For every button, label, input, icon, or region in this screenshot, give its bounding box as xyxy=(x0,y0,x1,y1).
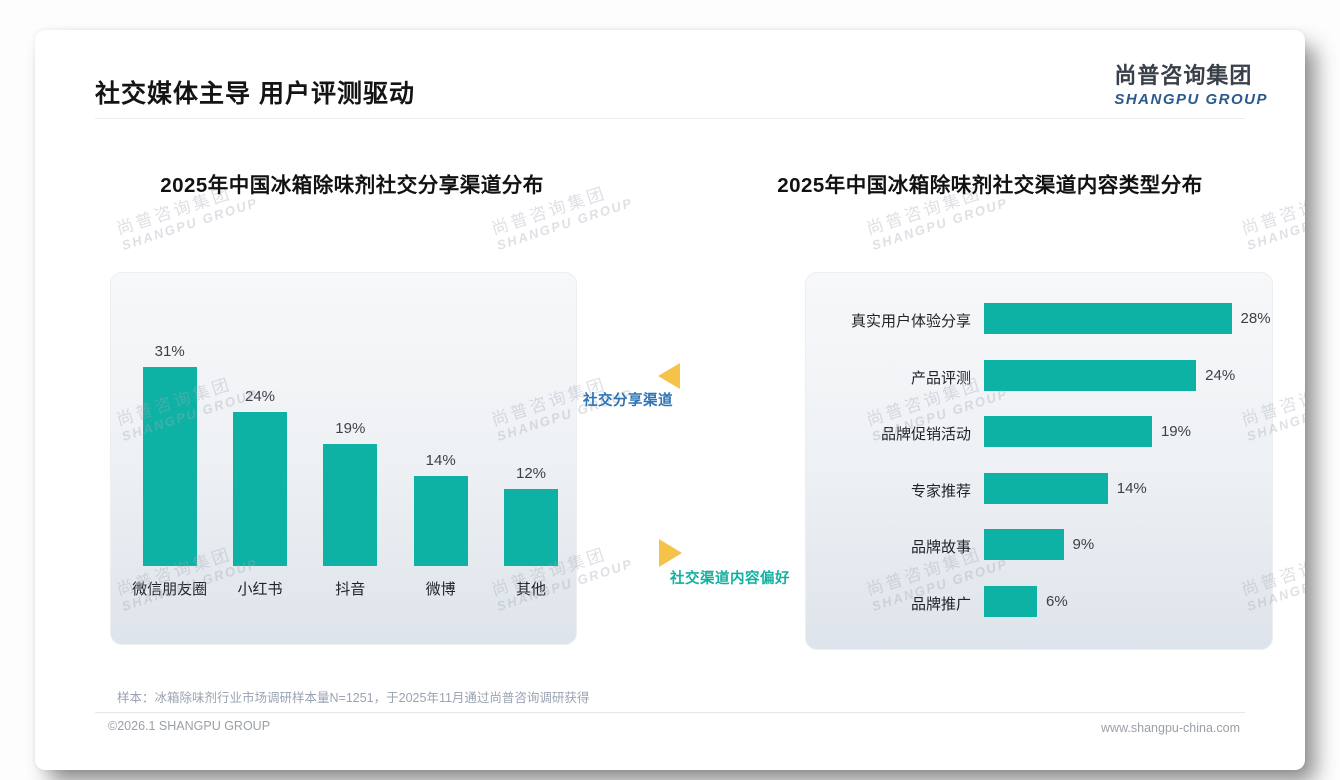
bar-category-label: 微信朋友圈 xyxy=(132,581,208,598)
content-preference-label: 社交渠道内容偏好 xyxy=(670,571,790,587)
arrow-right-icon xyxy=(659,539,682,567)
company-logo: 尚普咨询集团 SHANGPU GROUP xyxy=(1114,58,1268,108)
bar-value-label: 24% xyxy=(244,387,276,405)
bar-微博 xyxy=(413,476,468,566)
bar-抖音 xyxy=(323,444,378,566)
bar-value-label: 6% xyxy=(1046,592,1068,610)
logo-chinese-text: 尚普咨询集团 xyxy=(1114,63,1253,88)
row-label: 品牌故事 xyxy=(910,539,971,556)
right-chart-title: 2025年中国冰箱除味剂社交渠道内容类型分布 xyxy=(777,174,1203,197)
left-chart-title: 2025年中国冰箱除味剂社交分享渠道分布 xyxy=(160,174,544,197)
vertical-bar-chart: 31% 微信朋友圈 24% 小红书 19% 抖音 14% 微博 12% 其他 xyxy=(111,273,576,644)
horizontal-bar-chart: 真实用户体验分享 28% 产品评测 24% 品牌促销活动 19% 专家推荐 14% 品牌故事 9%… xyxy=(806,273,1272,649)
header-divider xyxy=(95,118,1245,119)
logo-english-text: SHANGPU GROUP xyxy=(1114,91,1268,108)
copyright-text: ©2026.1 SHANGPU GROUP xyxy=(108,719,271,733)
bar-value-label: 12% xyxy=(515,464,547,482)
arrow-left-icon xyxy=(658,363,680,389)
bar-其他 xyxy=(504,488,558,566)
row-label: 品牌促销活动 xyxy=(880,426,971,443)
bar-品牌促销活动 xyxy=(984,416,1152,447)
page-title: 社交媒体主导 用户评测驱动 xyxy=(95,80,415,108)
bar-产品评测 xyxy=(984,359,1197,391)
bar-category-label: 小红书 xyxy=(237,581,283,598)
bar-小红书 xyxy=(233,411,287,566)
share-channel-label: 社交分享渠道 xyxy=(583,393,673,409)
footer-divider xyxy=(95,712,1245,713)
bar-value-label: 9% xyxy=(1072,536,1095,553)
right-chart-card: 真实用户体验分享 28% 产品评测 24% 品牌促销活动 19% 专家推荐 14% 品牌故事 9%… xyxy=(805,272,1273,650)
sample-note: 样本：冰箱除味剂行业市场调研样本量N=1251，于2025年11月通过尚普咨询调… xyxy=(117,691,590,705)
bar-真实用户体验分享 xyxy=(984,303,1232,334)
bar-微信朋友圈 xyxy=(142,366,197,566)
bar-value-label: 14% xyxy=(425,452,456,470)
bar-value-label: 19% xyxy=(335,420,366,438)
bar-value-label: 24% xyxy=(1205,366,1236,384)
bar-value-label: 19% xyxy=(1160,423,1191,440)
bar-value-label: 28% xyxy=(1240,310,1271,327)
bar-category-label: 抖音 xyxy=(335,581,366,598)
bar-品牌推广 xyxy=(984,585,1038,617)
row-label: 品牌推广 xyxy=(910,595,971,613)
website-text: www.shangpu-china.com xyxy=(1101,721,1240,735)
bar-category-label: 微博 xyxy=(425,581,456,598)
slide: 尚普咨询集团 SHANGPU GROUP 尚普咨询集团 SHANGPU GROUP 尚普… xyxy=(35,30,1305,770)
bar-value-label: 31% xyxy=(154,342,185,360)
bar-value-label: 14% xyxy=(1116,479,1147,497)
row-label: 产品评测 xyxy=(910,369,971,387)
left-chart-card: 31% 微信朋友圈 24% 小红书 19% 抖音 14% 微博 12% 其他 xyxy=(110,272,577,645)
bar-专家推荐 xyxy=(984,472,1108,504)
bar-category-label: 其他 xyxy=(515,581,546,598)
bar-品牌故事 xyxy=(984,529,1064,560)
row-label: 专家推荐 xyxy=(910,482,971,500)
row-label: 真实用户体验分享 xyxy=(850,313,971,330)
